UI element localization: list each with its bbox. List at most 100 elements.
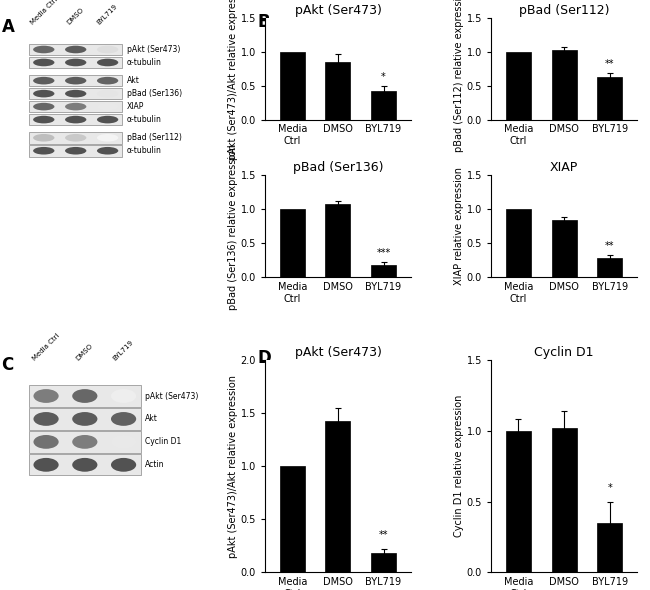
Text: pBad (Ser112): pBad (Ser112) xyxy=(127,133,182,142)
Title: pBad (Ser112): pBad (Ser112) xyxy=(519,4,609,17)
Ellipse shape xyxy=(97,77,118,84)
Bar xyxy=(506,52,531,120)
Ellipse shape xyxy=(65,45,86,53)
Bar xyxy=(371,553,396,572)
Ellipse shape xyxy=(72,389,98,403)
FancyBboxPatch shape xyxy=(29,132,122,143)
Ellipse shape xyxy=(97,58,118,66)
FancyBboxPatch shape xyxy=(29,114,122,126)
Ellipse shape xyxy=(65,77,86,84)
Text: XIAP: XIAP xyxy=(127,102,144,111)
Bar xyxy=(326,204,350,277)
FancyBboxPatch shape xyxy=(29,88,122,100)
Ellipse shape xyxy=(33,389,58,403)
Ellipse shape xyxy=(111,412,136,426)
Text: Actin: Actin xyxy=(145,460,164,469)
Bar xyxy=(280,466,305,572)
Y-axis label: pAkt (Ser473)/Akt relative expression: pAkt (Ser473)/Akt relative expression xyxy=(227,0,238,160)
Text: **: ** xyxy=(605,241,614,251)
Bar xyxy=(280,52,305,120)
Text: α-tubulin: α-tubulin xyxy=(127,146,162,155)
Ellipse shape xyxy=(33,134,55,142)
Text: Akt: Akt xyxy=(127,76,140,85)
Bar xyxy=(597,523,622,572)
Text: Media Ctrl: Media Ctrl xyxy=(31,333,60,362)
Ellipse shape xyxy=(33,45,55,53)
Bar xyxy=(326,421,350,572)
Ellipse shape xyxy=(72,435,98,449)
Ellipse shape xyxy=(65,116,86,123)
FancyBboxPatch shape xyxy=(29,431,140,453)
FancyBboxPatch shape xyxy=(29,145,122,156)
Text: B: B xyxy=(257,12,270,31)
Text: pBad (Ser136): pBad (Ser136) xyxy=(127,89,182,98)
Ellipse shape xyxy=(97,134,118,142)
Ellipse shape xyxy=(65,134,86,142)
Title: Cyclin D1: Cyclin D1 xyxy=(534,346,594,359)
Ellipse shape xyxy=(65,103,86,110)
FancyBboxPatch shape xyxy=(29,454,140,476)
Ellipse shape xyxy=(97,147,118,155)
Title: pBad (Ser136): pBad (Ser136) xyxy=(292,161,384,174)
Text: **: ** xyxy=(605,59,614,69)
Y-axis label: pBad (Ser112) relative expression: pBad (Ser112) relative expression xyxy=(454,0,464,152)
Text: **: ** xyxy=(379,530,388,540)
Bar xyxy=(326,62,350,120)
Bar xyxy=(506,431,531,572)
Text: α-tubulin: α-tubulin xyxy=(127,115,162,124)
Text: *: * xyxy=(381,72,386,82)
Ellipse shape xyxy=(33,116,55,123)
Text: BYL719: BYL719 xyxy=(96,3,119,25)
Y-axis label: pAkt (Ser473)/Akt relative expression: pAkt (Ser473)/Akt relative expression xyxy=(227,375,238,558)
FancyBboxPatch shape xyxy=(29,44,122,55)
Text: Cyclin D1: Cyclin D1 xyxy=(145,437,181,447)
FancyBboxPatch shape xyxy=(29,101,122,113)
Text: BYL719: BYL719 xyxy=(112,339,135,362)
Bar xyxy=(371,91,396,120)
Title: XIAP: XIAP xyxy=(550,161,578,174)
Bar xyxy=(597,77,622,120)
Bar xyxy=(551,219,577,277)
Bar xyxy=(280,209,305,277)
Ellipse shape xyxy=(33,435,58,449)
Bar xyxy=(597,258,622,277)
Text: ***: *** xyxy=(376,248,391,258)
Text: α-tubulin: α-tubulin xyxy=(127,58,162,67)
Ellipse shape xyxy=(72,458,98,472)
Ellipse shape xyxy=(97,45,118,53)
FancyBboxPatch shape xyxy=(29,385,140,407)
Text: DMSO: DMSO xyxy=(75,343,94,362)
Ellipse shape xyxy=(33,458,58,472)
Ellipse shape xyxy=(33,77,55,84)
Text: *: * xyxy=(607,483,612,493)
Ellipse shape xyxy=(33,103,55,110)
Bar xyxy=(506,209,531,277)
Text: DMSO: DMSO xyxy=(66,6,85,25)
Ellipse shape xyxy=(111,435,136,449)
Title: pAkt (Ser473): pAkt (Ser473) xyxy=(294,4,382,17)
Ellipse shape xyxy=(97,116,118,123)
Ellipse shape xyxy=(33,412,58,426)
FancyBboxPatch shape xyxy=(29,75,122,87)
Ellipse shape xyxy=(33,90,55,97)
Ellipse shape xyxy=(33,58,55,66)
Ellipse shape xyxy=(111,389,136,403)
Text: pAkt (Ser473): pAkt (Ser473) xyxy=(127,45,181,54)
Ellipse shape xyxy=(97,90,118,97)
Text: Akt: Akt xyxy=(145,414,158,424)
Bar xyxy=(551,428,577,572)
Bar xyxy=(551,50,577,120)
Ellipse shape xyxy=(65,90,86,97)
Y-axis label: Cyclin D1 relative expression: Cyclin D1 relative expression xyxy=(454,395,464,537)
Text: pAkt (Ser473): pAkt (Ser473) xyxy=(145,392,199,401)
Ellipse shape xyxy=(72,412,98,426)
Text: C: C xyxy=(1,356,14,373)
Title: pAkt (Ser473): pAkt (Ser473) xyxy=(294,346,382,359)
Ellipse shape xyxy=(65,58,86,66)
Text: A: A xyxy=(1,18,14,36)
Ellipse shape xyxy=(97,103,118,110)
FancyBboxPatch shape xyxy=(29,57,122,68)
FancyBboxPatch shape xyxy=(29,408,140,430)
Y-axis label: pBad (Ser136) relative expression: pBad (Ser136) relative expression xyxy=(227,143,238,310)
Ellipse shape xyxy=(111,458,136,472)
